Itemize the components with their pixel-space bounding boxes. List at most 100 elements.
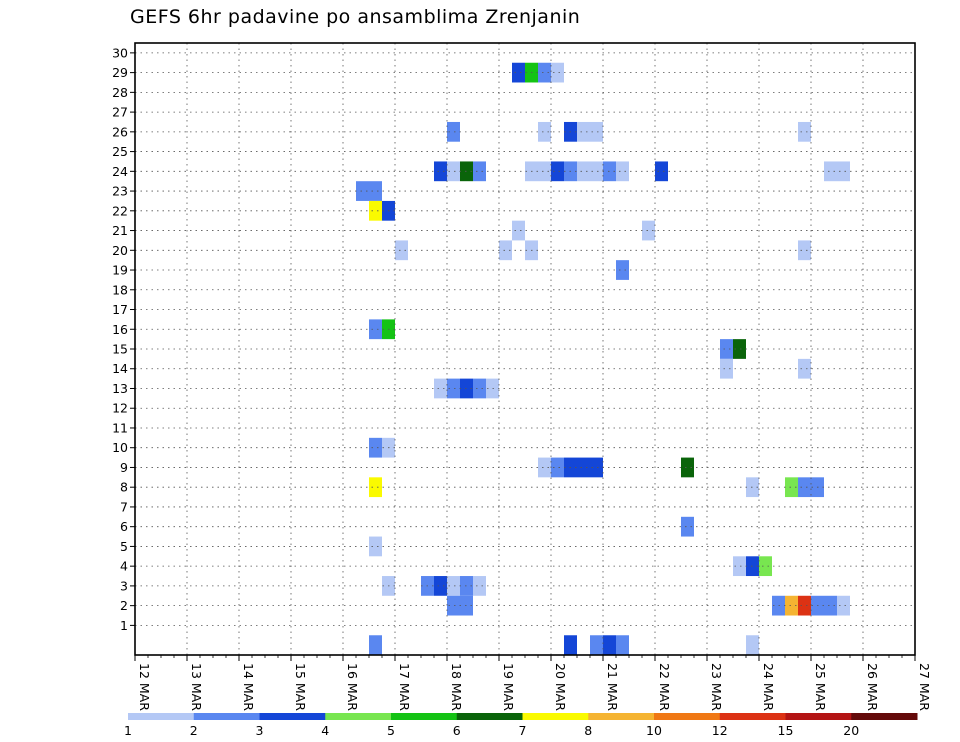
heatmap-cell [512, 62, 525, 83]
x-tick-label: 25 MAR [813, 663, 828, 711]
y-tick-label: 24 [112, 164, 128, 179]
x-tick-label: 19 MAR [501, 663, 516, 711]
heatmap-cell [616, 161, 629, 182]
x-tick-label: 14 MAR [241, 663, 256, 711]
heatmap-cell [369, 437, 382, 458]
heatmap-cell [681, 457, 694, 478]
heatmap-cell [577, 457, 590, 478]
y-tick-label: 29 [112, 65, 128, 80]
heatmap-cell [590, 161, 603, 182]
heatmap-cell [369, 181, 382, 201]
legend-label: 12 [712, 723, 728, 738]
y-tick-label: 20 [112, 243, 128, 258]
heatmap-cell [499, 240, 512, 261]
heatmap-cell [551, 62, 564, 83]
heatmap-cell [447, 121, 460, 142]
heatmap-cell [447, 161, 460, 182]
y-tick-label: 28 [112, 85, 128, 100]
legend-label: 15 [778, 723, 794, 738]
legend-swatch [719, 713, 786, 720]
grid-layer [135, 43, 916, 655]
heatmap-cell [512, 220, 525, 241]
y-tick-label: 13 [112, 381, 128, 396]
heatmap-cell [603, 635, 616, 655]
y-tick-label: 12 [112, 401, 128, 416]
heatmap-cell [564, 635, 577, 655]
heatmap-cell [538, 161, 551, 182]
legend-label: 7 [519, 723, 527, 738]
heatmap-cell [733, 556, 746, 577]
heatmap-cell [720, 358, 733, 379]
heatmap-cell [369, 319, 382, 340]
legend-label: 3 [256, 723, 264, 738]
heatmap-cell [746, 635, 759, 655]
legend-label: 6 [453, 723, 461, 738]
axes-layer: 1234567891011121314151617181920212223242… [112, 42, 932, 711]
legend-swatch [128, 713, 195, 720]
heatmap-cell [733, 339, 746, 359]
y-tick-label: 2 [120, 598, 128, 613]
y-tick-label: 8 [120, 480, 128, 495]
heatmap-cell [798, 595, 811, 616]
heatmap-cell [538, 62, 551, 83]
legend-swatch [325, 713, 392, 720]
heatmap-cell [837, 161, 850, 182]
heatmap-cell [798, 477, 811, 498]
cells-layer [356, 62, 850, 655]
heatmap-cell [655, 161, 668, 182]
y-tick-label: 10 [112, 440, 128, 455]
y-tick-label: 27 [112, 105, 128, 120]
y-tick-label: 26 [112, 124, 128, 139]
legend-label: 4 [321, 723, 329, 738]
x-tick-label: 17 MAR [397, 663, 412, 711]
x-tick-label: 16 MAR [345, 663, 360, 711]
y-tick-label: 1 [120, 618, 128, 633]
x-tick-label: 27 MAR [917, 663, 932, 711]
heatmap-cell [369, 536, 382, 557]
y-tick-label: 5 [120, 539, 128, 554]
y-tick-label: 19 [112, 263, 128, 278]
y-tick-label: 14 [112, 361, 128, 376]
legend-swatch [785, 713, 852, 720]
y-tick-label: 7 [120, 499, 128, 514]
heatmap-cell [356, 181, 369, 201]
y-tick-label: 6 [120, 519, 128, 534]
legend-swatch [193, 713, 260, 720]
heatmap-cell [551, 161, 564, 182]
y-tick-label: 3 [120, 578, 128, 593]
heatmap-cell [681, 516, 694, 537]
heatmap-cell [447, 378, 460, 399]
x-tick-label: 15 MAR [293, 663, 308, 711]
y-tick-label: 30 [112, 45, 128, 60]
heatmap-cell [824, 161, 837, 182]
heatmap-cell [590, 457, 603, 478]
heatmap-cell [369, 635, 382, 655]
heatmap-cell [824, 595, 837, 616]
heatmap-cell [447, 595, 460, 616]
y-tick-label: 25 [112, 144, 128, 159]
heatmap-cell [759, 556, 772, 577]
heatmap-cell [798, 121, 811, 142]
heatmap-cell [616, 260, 629, 280]
y-tick-label: 16 [112, 322, 128, 337]
y-tick-label: 18 [112, 282, 128, 297]
legend-label: 10 [646, 723, 662, 738]
y-tick-label: 4 [120, 559, 128, 574]
legend-swatch [259, 713, 326, 720]
heatmap-cell [473, 576, 486, 596]
x-tick-label: 18 MAR [449, 663, 464, 711]
y-tick-label: 23 [112, 184, 128, 199]
heatmap-cell [473, 161, 486, 182]
legend-swatch [654, 713, 721, 720]
heatmap-cell [551, 457, 564, 478]
heatmap-cell [616, 635, 629, 655]
heatmap-cell [434, 161, 447, 182]
x-tick-label: 20 MAR [553, 663, 568, 711]
x-tick-label: 23 MAR [709, 663, 724, 711]
legend-label: 20 [843, 723, 859, 738]
x-tick-label: 24 MAR [761, 663, 776, 711]
heatmap-cell [785, 595, 798, 616]
y-tick-label: 9 [120, 460, 128, 475]
chart-title: GEFS 6hr padavine po ansamblima Zrenjani… [130, 6, 581, 28]
